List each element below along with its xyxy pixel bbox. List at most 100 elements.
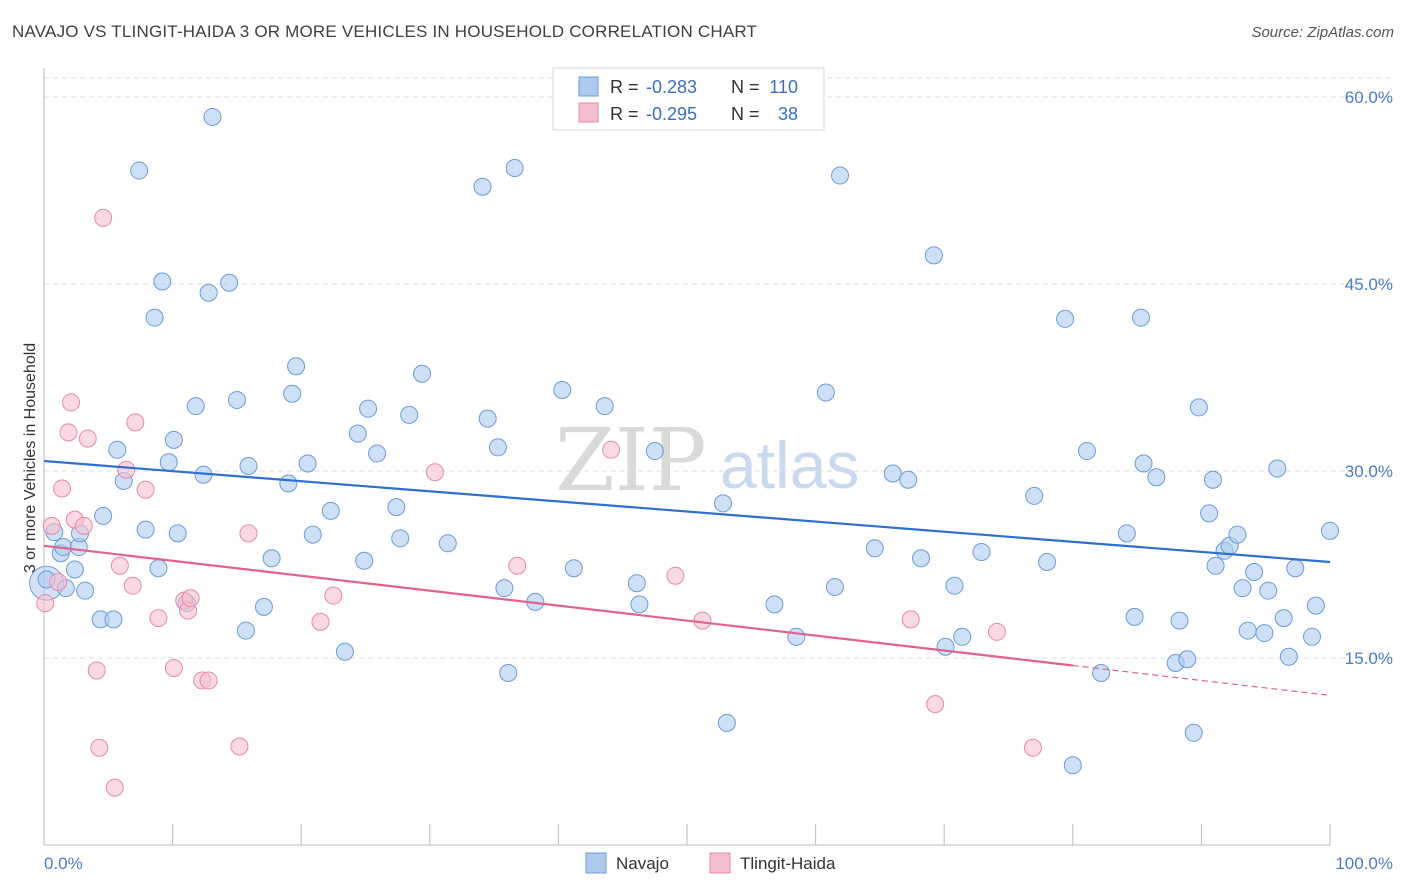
data-point	[1056, 309, 1075, 328]
data-point	[473, 177, 492, 196]
data-point	[149, 609, 168, 628]
data-point	[149, 559, 168, 578]
data-point	[303, 525, 322, 544]
watermark-zip: ZIP	[555, 411, 707, 511]
data-point	[1286, 559, 1305, 578]
data-point	[254, 597, 273, 616]
y-tick-labels: 15.0% 30.0% 45.0% 60.0%	[1345, 88, 1393, 668]
x-tick-label-min: 0.0%	[44, 854, 83, 873]
chart-source: Source: ZipAtlas.com	[1251, 24, 1394, 41]
tlingit-haida-points	[36, 208, 1042, 797]
data-point	[1178, 650, 1197, 669]
data-point	[94, 208, 113, 227]
legend-r-value-navajo: -0.283	[646, 77, 697, 97]
y-tick-label: 15.0%	[1345, 649, 1393, 668]
data-point	[816, 383, 835, 402]
trend-line-tlingit-haida-extension	[1072, 664, 1331, 696]
legend-r-label-tlingit-haida: R =	[610, 104, 639, 124]
data-point	[65, 560, 84, 579]
data-point	[368, 444, 387, 463]
data-point	[153, 272, 172, 291]
stats-legend: R = -0.283 N = 110 R = -0.295 N = 38	[552, 67, 825, 131]
data-point	[553, 380, 572, 399]
trend-line-navajo	[43, 459, 1331, 564]
data-point	[53, 479, 72, 498]
data-point	[105, 778, 124, 797]
data-point	[714, 494, 733, 513]
data-point	[239, 524, 258, 543]
data-point	[355, 551, 374, 570]
data-point	[126, 413, 145, 432]
data-point	[203, 107, 222, 126]
axes	[43, 68, 1331, 846]
data-point	[1259, 581, 1278, 600]
data-point	[117, 460, 136, 479]
data-point	[199, 671, 218, 690]
data-point	[645, 442, 664, 461]
data-point	[348, 424, 367, 443]
data-point	[104, 610, 123, 629]
grid-lines	[44, 77, 1393, 659]
data-point	[1321, 521, 1339, 540]
data-point	[145, 308, 164, 327]
data-point	[413, 364, 432, 383]
data-point	[1092, 663, 1111, 682]
data-point	[1063, 756, 1082, 775]
data-point	[953, 627, 972, 646]
data-point	[1134, 454, 1153, 473]
data-point	[1131, 308, 1150, 327]
data-point	[1077, 442, 1096, 461]
data-point	[564, 559, 583, 578]
data-point	[164, 430, 183, 449]
data-point	[130, 161, 149, 180]
data-point	[1228, 525, 1247, 544]
data-point	[1268, 459, 1287, 478]
y-tick-label: 45.0%	[1345, 275, 1393, 294]
data-point	[324, 586, 343, 605]
y-tick-label: 60.0%	[1345, 88, 1393, 107]
data-point	[94, 506, 113, 525]
data-point	[164, 658, 183, 677]
data-point	[595, 397, 614, 416]
trend-lines	[43, 459, 1331, 696]
data-point	[87, 661, 106, 680]
data-point	[391, 529, 410, 548]
trend-line-tlingit-haida	[43, 544, 1073, 667]
data-point	[630, 595, 649, 614]
data-point	[42, 516, 61, 535]
data-point	[136, 480, 155, 499]
data-point	[279, 474, 298, 493]
data-point	[505, 159, 524, 178]
data-point	[78, 429, 97, 448]
x-tick-labels: 0.0% 100.0%	[44, 854, 1393, 873]
data-point	[335, 642, 354, 661]
data-point	[627, 574, 646, 593]
legend-n-value-navajo: 110	[769, 77, 798, 97]
data-point	[36, 594, 55, 613]
data-point	[478, 409, 497, 428]
data-point	[110, 556, 129, 575]
data-point	[59, 423, 78, 442]
data-point	[972, 543, 991, 562]
legend-swatch-tlingit-haida	[578, 102, 599, 123]
legend-r-value-tlingit-haida: -0.295	[646, 104, 697, 124]
data-point	[1038, 553, 1057, 572]
data-point	[1170, 611, 1189, 630]
data-point	[1206, 556, 1225, 575]
watermark-atlas: atlas	[720, 428, 859, 502]
data-point	[199, 283, 218, 302]
data-point	[831, 166, 850, 185]
bottom-legend-label-tlingit-haida: Tlingit-Haida	[740, 854, 836, 873]
data-point	[936, 637, 955, 656]
data-point	[1233, 579, 1252, 598]
data-point	[90, 738, 109, 757]
data-point	[287, 357, 306, 376]
data-point	[495, 579, 514, 598]
data-point	[239, 457, 258, 476]
data-point	[438, 534, 457, 553]
data-point	[787, 627, 806, 646]
series-legend: Navajo Tlingit-Haida	[585, 852, 836, 874]
data-point	[311, 612, 330, 631]
data-point	[159, 453, 178, 472]
